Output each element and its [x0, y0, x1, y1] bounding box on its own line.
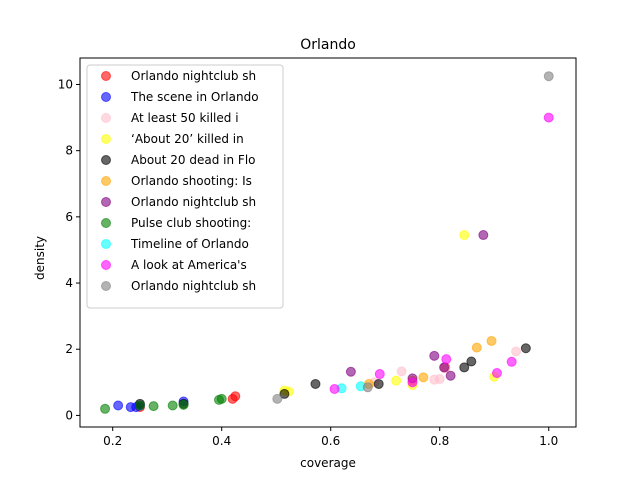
x-axis-title: coverage [300, 456, 356, 470]
legend-label: Pulse club shooting: [131, 216, 251, 230]
legend-label: At least 50 killed i [131, 111, 239, 125]
axis-ticks: 0.2 0.4 0.6 0.8 1.0 0 2 4 6 8 10 [58, 77, 559, 448]
scatter-point-series-5-6 [459, 362, 470, 373]
x-tick-label: 0.4 [212, 434, 231, 448]
y-tick-label: 0 [65, 408, 73, 422]
scatter-point-series-10-4 [441, 354, 452, 365]
scatter-point-series-6-3 [418, 372, 429, 383]
legend-marker [101, 281, 111, 291]
legend-label: Orlando shooting: Is [131, 174, 252, 188]
scatter-point-series-4-3 [391, 375, 402, 386]
scatter-point-series-5-4 [310, 378, 321, 389]
scatter-point-series-11-1 [272, 393, 283, 404]
scatter-point-series-5-7 [466, 356, 477, 367]
scatter-point-series-7-4 [439, 362, 450, 373]
chart-title: Orlando [300, 37, 356, 53]
legend-marker [101, 71, 111, 81]
legend: Orlando nightclub sh The scene in Orlando… [86, 64, 284, 309]
scatter-point-series-8-1 [100, 403, 111, 414]
scatter-point-series-8-4 [167, 400, 178, 411]
scatter-point-series-1-3 [230, 391, 241, 402]
y-tick-label: 2 [65, 342, 73, 356]
y-tick-label: 8 [65, 144, 73, 158]
scatter-point-series-11-3 [543, 71, 554, 82]
scatter-point-series-10-5 [491, 368, 502, 379]
legend-marker [101, 239, 111, 249]
scatter-point-series-5-5 [373, 378, 384, 389]
scatter-point-series-7-6 [478, 230, 489, 241]
scatter-point-series-8-7 [216, 393, 227, 404]
legend-marker [101, 197, 111, 207]
scatter-point-series-5-8 [520, 343, 531, 354]
scatter-point-series-6-5 [486, 335, 497, 346]
y-axis-title: density [33, 236, 47, 280]
legend-label: Orlando nightclub sh [131, 195, 256, 209]
scatter-point-series-10-1 [329, 383, 340, 394]
x-tick-label: 1.0 [539, 434, 558, 448]
legend-label: About 20 dead in Flo [131, 153, 256, 167]
x-tick-label: 0.2 [103, 434, 122, 448]
scatter-point-series-7-1 [345, 366, 356, 377]
legend-label: ‘About 20’ killed in [131, 132, 244, 146]
legend-label: The scene in Orlando [130, 90, 259, 104]
scatter-point-series-6-4 [471, 342, 482, 353]
x-tick-label: 0.6 [321, 434, 340, 448]
y-tick-label: 10 [58, 77, 73, 91]
legend-marker [101, 134, 111, 144]
plot-frame [79, 57, 577, 428]
scatter-point-series-7-3 [429, 350, 440, 361]
legend-marker [101, 113, 111, 123]
scatter-point-series-11-2 [362, 382, 373, 393]
legend-marker [101, 176, 111, 186]
scatter-point-series-4-5 [459, 230, 470, 241]
scatter-point-series-8-5 [178, 399, 189, 410]
plot-area [100, 71, 554, 414]
legend-label: Timeline of Orlando [130, 237, 249, 251]
scatter-point-series-7-5 [445, 370, 456, 381]
legend-marker [101, 155, 111, 165]
legend-frame [86, 64, 284, 309]
scatter-point-series-8-2 [134, 400, 145, 411]
y-tick-label: 4 [65, 276, 73, 290]
scatter-point-series-3-2 [396, 366, 407, 377]
scatter-point-series-10-7 [543, 112, 554, 123]
scatter-point-series-8-3 [148, 401, 159, 412]
legend-marker [101, 260, 111, 270]
legend-label: Orlando nightclub sh [131, 279, 256, 293]
scatter-point-series-3-6 [511, 346, 522, 357]
scatter-point-series-2-1 [113, 400, 124, 411]
legend-marker [101, 218, 111, 228]
legend-marker [101, 92, 111, 102]
scatter-point-series-3-4 [434, 374, 445, 385]
scatter-point-series-10-3 [407, 377, 418, 388]
scatter-point-series-10-6 [506, 356, 517, 367]
y-tick-label: 6 [65, 210, 73, 224]
scatter-point-series-10-2 [374, 369, 385, 380]
scatter-point-series-5-3 [279, 388, 290, 399]
legend-label: A look at America's [131, 258, 247, 272]
x-tick-label: 0.8 [430, 434, 449, 448]
legend-label: Orlando nightclub sh [131, 69, 256, 83]
